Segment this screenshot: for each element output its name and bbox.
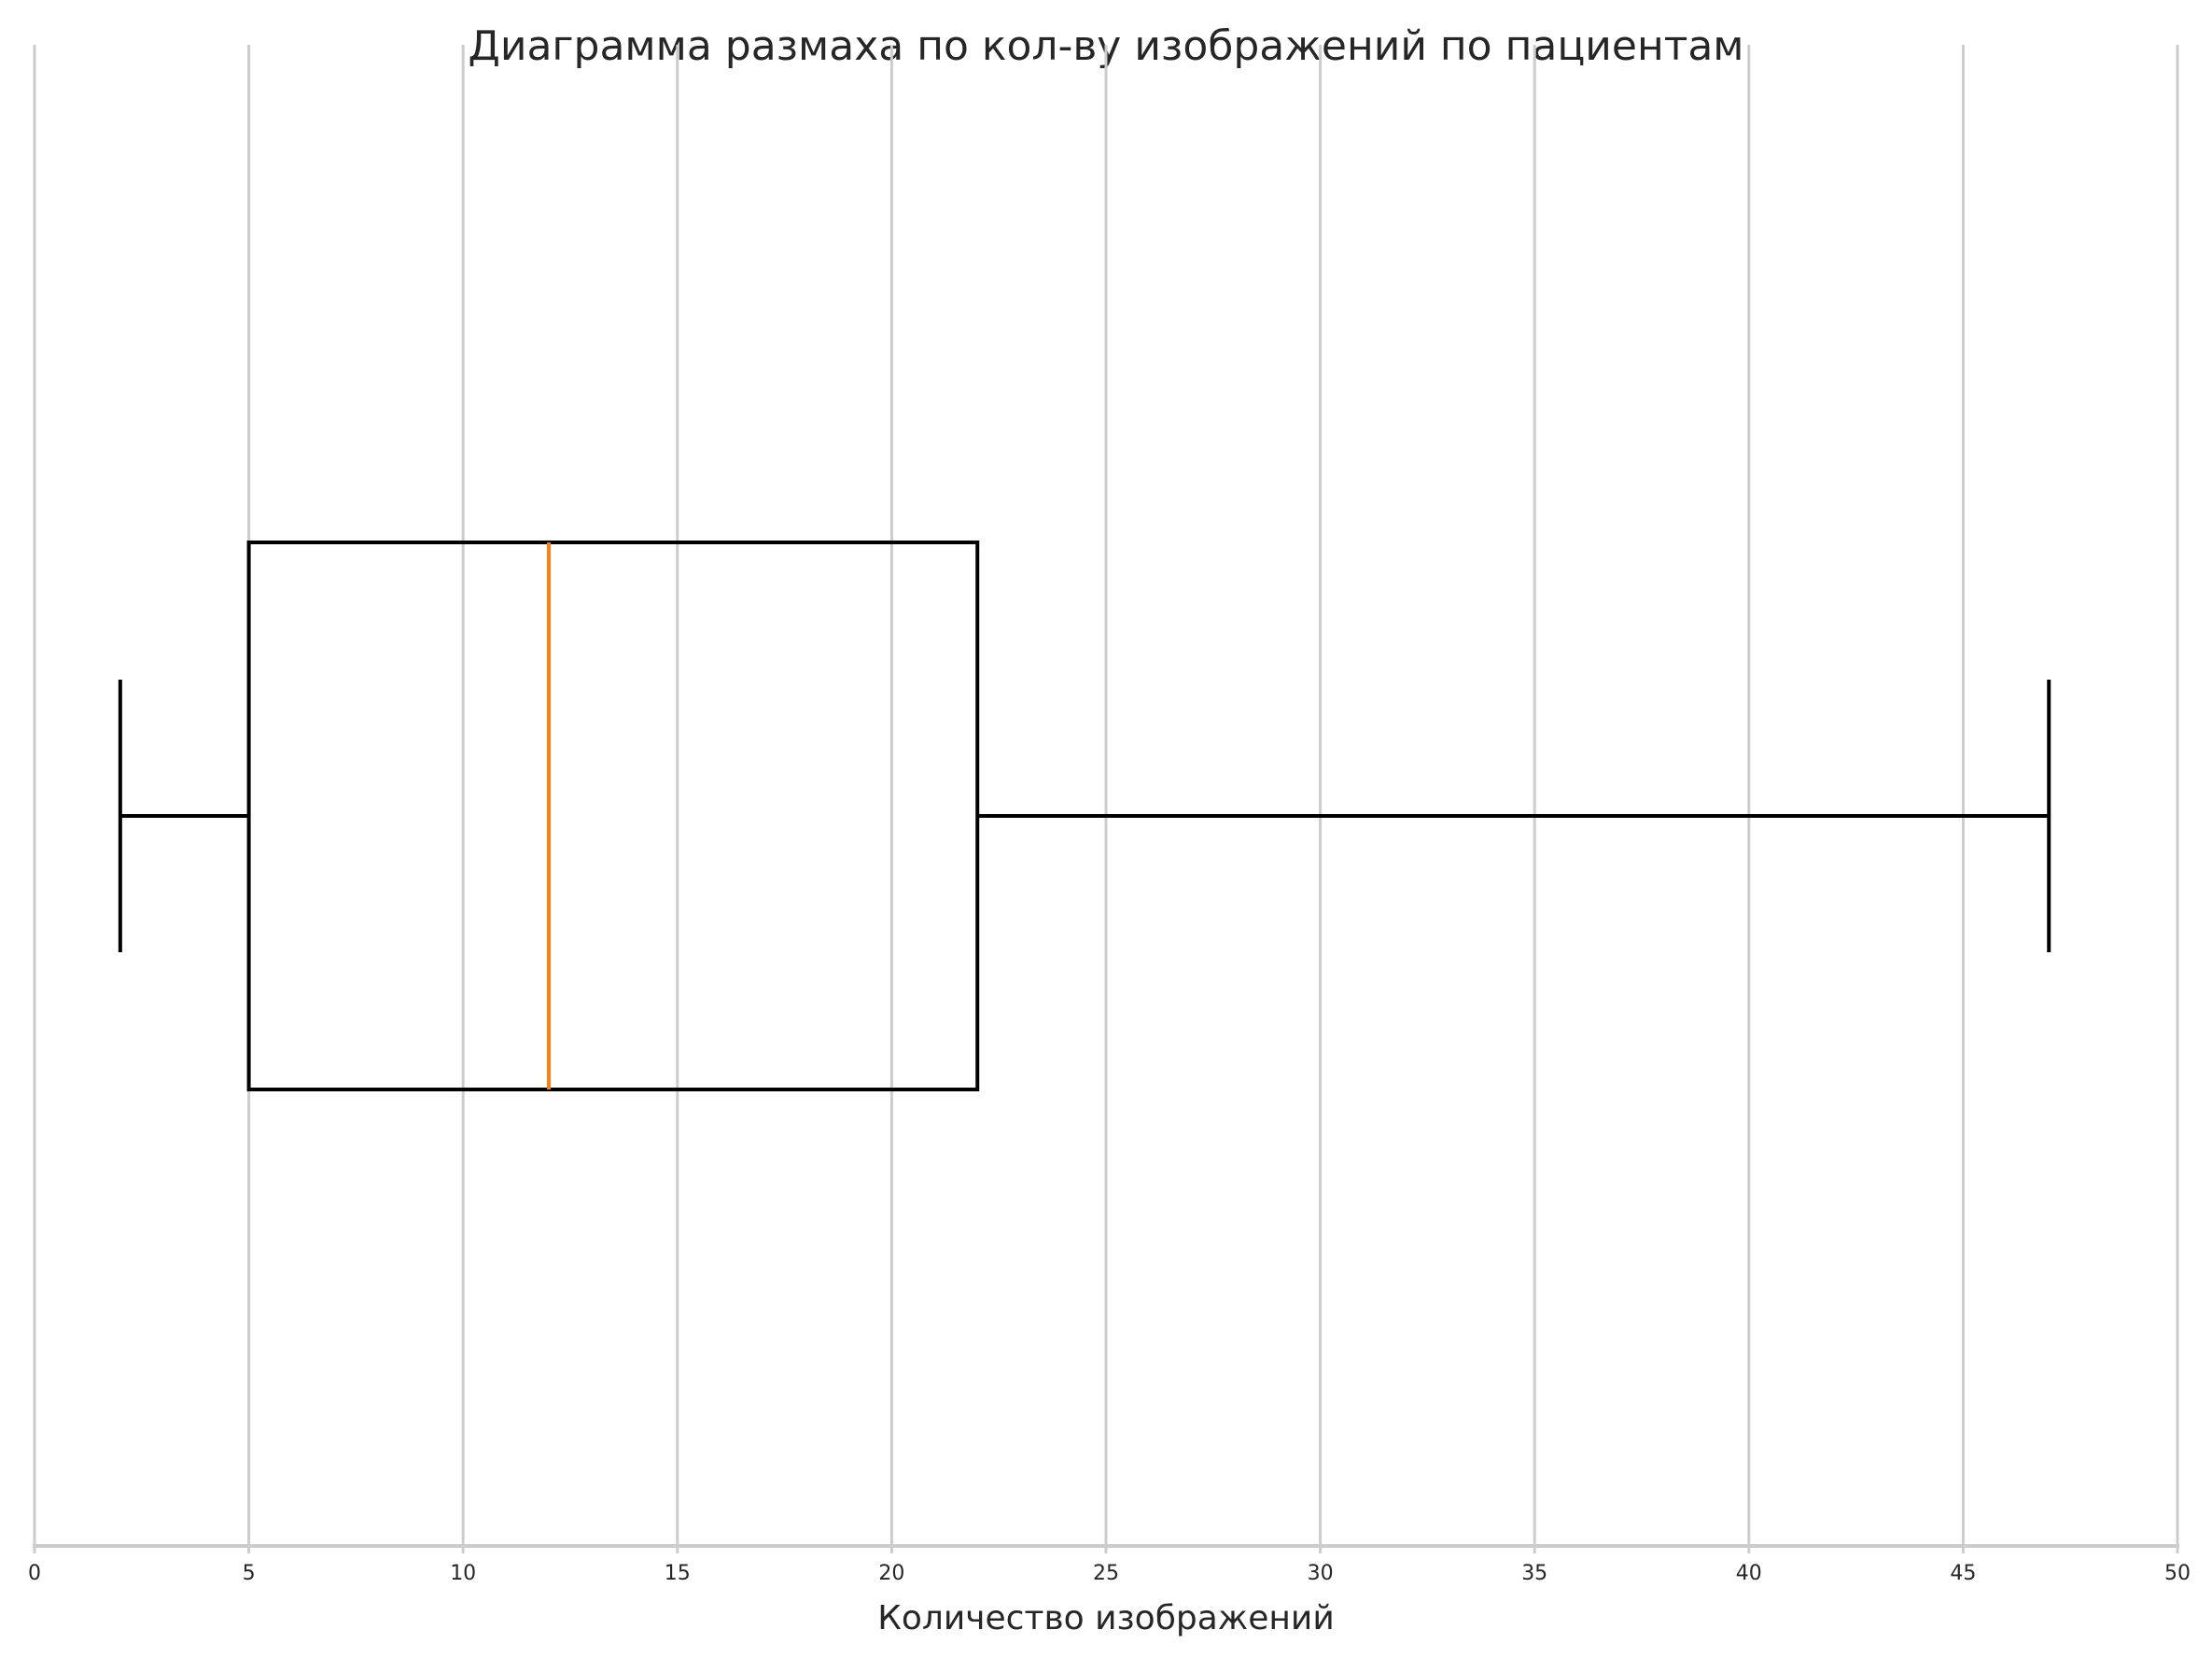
x-tick-label-5: 5 — [243, 1562, 256, 1585]
x-tick-label-45: 45 — [1950, 1562, 1976, 1585]
x-tick-label-50: 50 — [2164, 1562, 2191, 1585]
x-axis-label: Количество изображений — [877, 1599, 1334, 1637]
box-0 — [118, 541, 2051, 1091]
box-plot-group — [118, 541, 2051, 1091]
iqr-box — [246, 541, 980, 1091]
x-tick-label-30: 30 — [1308, 1562, 1334, 1585]
x-tick-label-15: 15 — [665, 1562, 691, 1585]
x-tick-label-40: 40 — [1736, 1562, 1762, 1585]
grid-lines — [33, 45, 2179, 1546]
x-tick-label-25: 25 — [1093, 1562, 1119, 1585]
x-axis: 0 5 10 15 20 25 30 35 40 45 50 — [28, 1544, 2191, 1585]
x-tick-label-35: 35 — [1521, 1562, 1547, 1585]
x-tick-label-20: 20 — [878, 1562, 904, 1585]
x-tick-label-0: 0 — [28, 1562, 41, 1585]
x-tick-label-10: 10 — [450, 1562, 476, 1585]
